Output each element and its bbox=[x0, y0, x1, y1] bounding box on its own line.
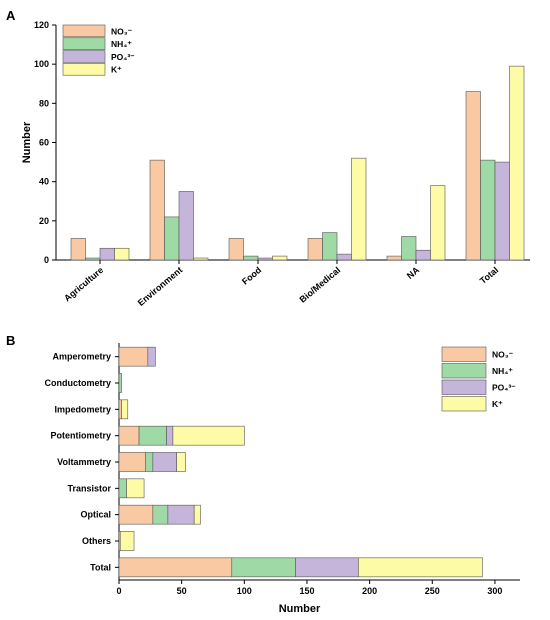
bar-a bbox=[351, 157, 367, 261]
bar-b bbox=[138, 425, 167, 446]
legend-swatch-a bbox=[62, 37, 106, 50]
bar-a bbox=[193, 257, 209, 261]
y-tick-label-b: Others bbox=[82, 536, 111, 546]
x-tick-label-b: 200 bbox=[362, 586, 377, 596]
bar-b bbox=[172, 425, 245, 446]
bar-b bbox=[166, 425, 174, 446]
bar-a bbox=[99, 247, 115, 261]
bar-a bbox=[164, 216, 180, 261]
y-tick-label-b: Potentiometry bbox=[50, 431, 111, 441]
y-tick-label-b: Total bbox=[90, 562, 111, 572]
bar-b bbox=[358, 557, 483, 578]
bar-a bbox=[322, 232, 338, 261]
bar-b bbox=[193, 504, 201, 525]
y-tick-label-b: Amperometry bbox=[52, 352, 111, 362]
y-tick-label-a: 60 bbox=[39, 138, 49, 148]
bar-a bbox=[494, 161, 510, 261]
legend-label-b: PO₄³⁻ bbox=[492, 383, 516, 393]
bar-b bbox=[176, 452, 186, 472]
panel-letter-a: A bbox=[6, 8, 16, 23]
bar-b bbox=[121, 399, 129, 420]
bar-a bbox=[257, 257, 273, 261]
bar-b bbox=[152, 504, 169, 525]
x-tick-label-a: Total bbox=[478, 265, 500, 286]
legend-swatch-a bbox=[62, 50, 106, 63]
bar-a bbox=[114, 247, 130, 261]
bar-a bbox=[228, 238, 244, 261]
y-tick-label-b: Optical bbox=[80, 510, 111, 520]
bar-b bbox=[167, 504, 195, 525]
legend-swatch-b bbox=[441, 363, 487, 379]
legend-swatch-a bbox=[62, 24, 106, 38]
legend-label-a: PO₄³⁻ bbox=[111, 52, 135, 62]
bar-b bbox=[119, 531, 135, 551]
bar-a bbox=[336, 253, 352, 261]
bar-a bbox=[85, 257, 101, 261]
y-axis-title-a: Number bbox=[21, 121, 33, 163]
x-tick-label-a: Agriculture bbox=[62, 265, 105, 304]
bar-a bbox=[465, 91, 481, 261]
bar-b bbox=[118, 478, 127, 499]
y-tick-label-a: 0 bbox=[44, 255, 49, 265]
y-tick-label-b: Voltammetry bbox=[57, 457, 111, 467]
x-tick-label-a: Food bbox=[240, 265, 263, 287]
y-tick-label-b: Conductometry bbox=[44, 378, 111, 388]
bar-a bbox=[430, 185, 446, 261]
bar-a bbox=[149, 159, 165, 261]
bar-a bbox=[70, 238, 86, 261]
bar-b bbox=[152, 452, 177, 472]
bar-b bbox=[145, 452, 154, 472]
bar-b bbox=[295, 557, 359, 578]
bar-b bbox=[231, 557, 296, 578]
bar-a bbox=[272, 255, 288, 261]
legend-swatch-b bbox=[441, 346, 487, 362]
x-tick-label-b: 100 bbox=[237, 586, 252, 596]
bar-a bbox=[480, 159, 496, 261]
y-tick-label-b: Impedometry bbox=[54, 404, 111, 414]
y-tick-label-a: 80 bbox=[39, 98, 49, 108]
x-tick-label-b: 250 bbox=[425, 586, 440, 596]
bar-a bbox=[415, 249, 431, 261]
bar-b bbox=[118, 557, 233, 578]
bar-b bbox=[147, 346, 156, 367]
legend-label-a: K⁺ bbox=[111, 65, 122, 75]
bar-a bbox=[401, 236, 417, 261]
bar-a bbox=[178, 191, 194, 261]
legend-swatch-a bbox=[62, 63, 106, 76]
bar-b bbox=[118, 425, 140, 446]
bar-b bbox=[126, 478, 145, 499]
legend-label-b: K⁺ bbox=[492, 399, 503, 409]
legend-label-a: NH₄⁺ bbox=[111, 39, 132, 49]
y-tick-label-a: 100 bbox=[34, 59, 49, 69]
x-tick-label-b: 300 bbox=[487, 586, 502, 596]
bar-a bbox=[307, 238, 323, 261]
bar-b bbox=[118, 399, 122, 420]
bar-b bbox=[118, 346, 149, 367]
bar-b bbox=[118, 504, 154, 525]
x-tick-label-b: 0 bbox=[116, 586, 121, 596]
legend-label-b: NO₃⁻ bbox=[492, 350, 514, 360]
panel-letter-b: B bbox=[6, 333, 15, 348]
x-tick-label-a: Bio/Medical bbox=[298, 265, 343, 305]
bar-b bbox=[118, 373, 122, 393]
bar-b bbox=[118, 452, 146, 472]
legend-label-b: NH₄⁺ bbox=[492, 366, 513, 376]
legend-swatch-b bbox=[441, 396, 487, 412]
legend-swatch-b bbox=[441, 379, 487, 395]
x-axis-title-b: Number bbox=[279, 603, 321, 615]
y-tick-label-a: 120 bbox=[34, 20, 49, 30]
bar-a bbox=[386, 255, 402, 261]
bar-a bbox=[509, 65, 525, 261]
x-tick-label-b: 150 bbox=[299, 586, 314, 596]
y-tick-label-a: 20 bbox=[39, 216, 49, 226]
x-tick-label-b: 50 bbox=[177, 586, 187, 596]
bar-a bbox=[243, 255, 259, 261]
x-tick-label-a: Environment bbox=[136, 265, 185, 308]
y-tick-label-b: Transistor bbox=[67, 483, 111, 493]
x-tick-label-a: NA bbox=[405, 265, 422, 281]
legend-label-a: NO₃⁻ bbox=[111, 26, 133, 36]
y-tick-label-a: 40 bbox=[39, 177, 49, 187]
